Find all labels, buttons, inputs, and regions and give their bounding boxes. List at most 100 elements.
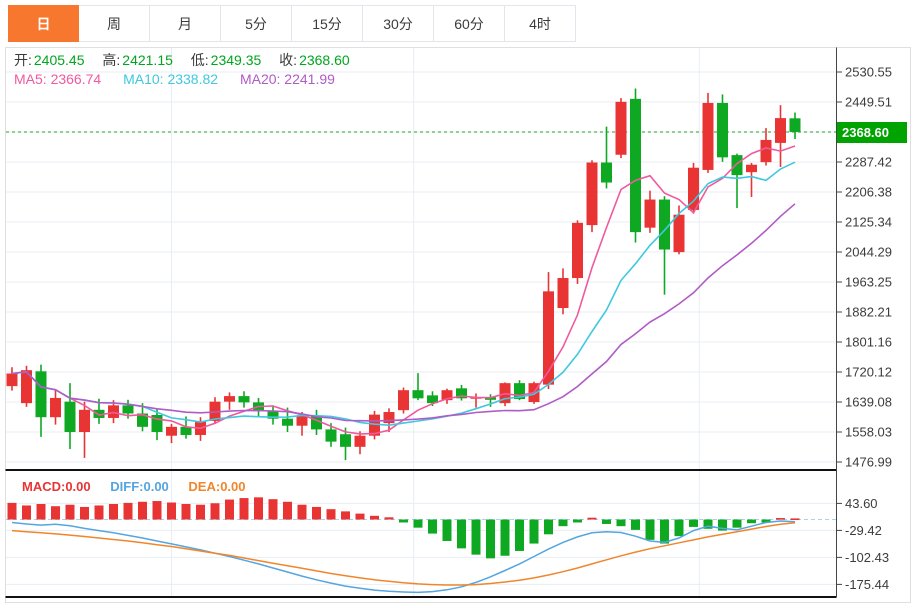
candle-body [644,199,656,228]
candle-body [311,415,322,430]
tab-60min[interactable]: 60分 [434,5,505,42]
macd-hist-bar [268,499,278,520]
close-value: 2368.60 [299,52,350,68]
tab-15min[interactable]: 15分 [292,5,363,42]
price-axis-label: 1963.25 [845,274,892,289]
macd-hist-bar [413,519,423,528]
candle-body [166,426,177,436]
candle-body [354,435,366,447]
ma10-value: 2338.82 [167,71,219,87]
high-label: 高: [102,52,121,68]
macd-hist-bar [645,519,655,540]
candle-body [760,139,772,163]
candle-body [267,411,279,419]
macd-hist-bar [94,505,104,520]
period-tabbar: 日 周 月 5分 15分 30分 60分 4时 [8,5,576,42]
macd-hist-bar [573,519,582,523]
macd-hist-bar [239,498,249,520]
macd-legend-row: MACD:0.00 DIFF:0.00 DEA:0.00 [22,479,262,494]
price-axis-label: 2125.34 [845,214,892,229]
tab-30min[interactable]: 30分 [363,5,434,42]
diff-value: 0.00 [143,479,169,494]
candle-body [717,102,728,158]
diff-label: DIFF: [110,479,144,494]
tab-month[interactable]: 月 [150,5,221,42]
low-label: 低: [190,52,209,68]
macd-hist-bar [22,505,31,520]
candle-body [64,401,76,433]
candle-body [630,98,641,233]
diff-line [11,520,796,594]
macd-hist-bar [660,519,669,544]
ma10-label: MA10: [123,71,164,87]
macd-hist-bar [747,519,756,524]
macd-hist-bar [761,519,771,523]
candle-body [601,162,612,183]
macd-axis-label: -175.44 [845,577,889,592]
macd-hist-bar [312,506,321,520]
macd-hist-bar [297,504,307,520]
macd-hist-bar [486,519,495,559]
macd-hist-bar [355,513,365,520]
candle-body [93,409,105,418]
macd-hist-bar [718,519,727,531]
macd-hist-bar [515,519,524,551]
tab-day[interactable]: 日 [8,5,79,42]
tab-5min[interactable]: 5分 [221,5,292,42]
candle-body [659,199,670,250]
candle-body [282,418,293,426]
macd-hist-bar [703,519,713,529]
price-axis-label: 2206.38 [845,184,892,199]
candle-body [108,405,119,418]
macd-hist-bar [123,502,133,520]
macd-hist-bar [602,519,611,524]
high-value: 2421.15 [122,52,173,68]
macd-hist-bar [442,519,452,541]
macd-hist-bar [776,518,785,520]
macd-hist-bar [283,501,292,520]
candle-body [180,426,192,435]
candle-body [543,291,554,385]
price-axis-label: 2449.51 [845,94,892,109]
chart-frame [5,47,911,603]
tab-week[interactable]: 周 [79,5,150,42]
macd-hist-bar [457,519,466,549]
candle-body [398,390,409,411]
macd-hist-bar [558,519,568,527]
macd-hist-bar [7,502,17,520]
candle-body [746,164,757,173]
candle-body [572,222,583,279]
candle-body [325,429,337,442]
tab-4hour[interactable]: 4时 [505,5,576,42]
price-axis-label: 1720.12 [845,364,892,379]
open-label: 开: [14,52,32,68]
open-value: 2405.45 [33,52,85,68]
macd-hist-bar [370,515,379,520]
macd-hist-bar [181,503,191,520]
candle-body [731,155,743,176]
macd-hist-bar [254,497,263,520]
candle-body [441,390,453,401]
candle-body [702,102,714,170]
candle-body [340,434,351,447]
ma5-value: 2366.74 [50,71,102,87]
ma20-value: 2241.99 [284,71,335,87]
macd-hist-bar [196,504,205,520]
candle-body [369,414,380,436]
macd-hist-bar [631,519,640,530]
dea-label: DEA: [188,479,221,494]
macd-hist-bar [341,511,350,520]
macd-hist-bar [167,502,176,520]
candle-body [21,370,32,404]
candle-body [615,101,627,155]
candle-body [412,390,424,399]
macd-axis-label: -29.42 [845,523,882,538]
macd-hist-bar [689,519,698,527]
price-axis-label: 1882.21 [845,304,892,319]
candle-body [775,118,786,143]
ma10-line [11,161,796,427]
macd-hist-bar [36,503,46,520]
macd-hist-bar [732,519,742,528]
